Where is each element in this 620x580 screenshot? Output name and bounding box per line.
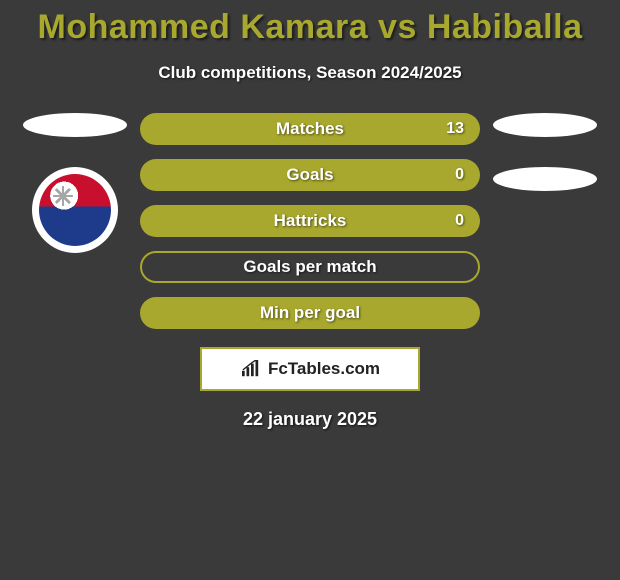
stats-column: Matches 13 Goals 0 Hattricks 0 Goals per…: [140, 113, 480, 329]
date-label: 22 january 2025: [0, 409, 620, 430]
comparison-card: Mohammed Kamara vs Habiballa Club compet…: [0, 0, 620, 430]
stat-right-value: 0: [455, 212, 464, 230]
club-logo-icon: [39, 174, 111, 246]
stat-row-goals: Goals 0: [140, 159, 480, 191]
main-row: Matches 13 Goals 0 Hattricks 0 Goals per…: [0, 113, 620, 329]
brand-text: FcTables.com: [268, 359, 380, 379]
bar-chart-icon: [240, 360, 262, 378]
brand-watermark[interactable]: FcTables.com: [200, 347, 420, 391]
stat-label: Goals per match: [243, 257, 376, 277]
stat-right-value: 13: [446, 120, 464, 138]
stat-row-min-per-goal: Min per goal: [140, 297, 480, 329]
player-photo-placeholder: [493, 113, 597, 137]
page-subtitle: Club competitions, Season 2024/2025: [0, 63, 620, 83]
player-photo-placeholder: [23, 113, 127, 137]
stat-right-value: 0: [455, 166, 464, 184]
right-player-col: [490, 113, 600, 191]
page-title: Mohammed Kamara vs Habiballa: [0, 8, 620, 47]
stat-label: Min per goal: [260, 303, 360, 323]
club-logo-left: [32, 167, 118, 253]
stat-row-goals-per-match: Goals per match: [140, 251, 480, 283]
stat-label: Hattricks: [274, 211, 347, 231]
stat-row-matches: Matches 13: [140, 113, 480, 145]
stat-label: Goals: [286, 165, 333, 185]
stat-row-hattricks: Hattricks 0: [140, 205, 480, 237]
stat-label: Matches: [276, 119, 344, 139]
club-logo-placeholder: [493, 167, 597, 191]
left-player-col: [20, 113, 130, 253]
